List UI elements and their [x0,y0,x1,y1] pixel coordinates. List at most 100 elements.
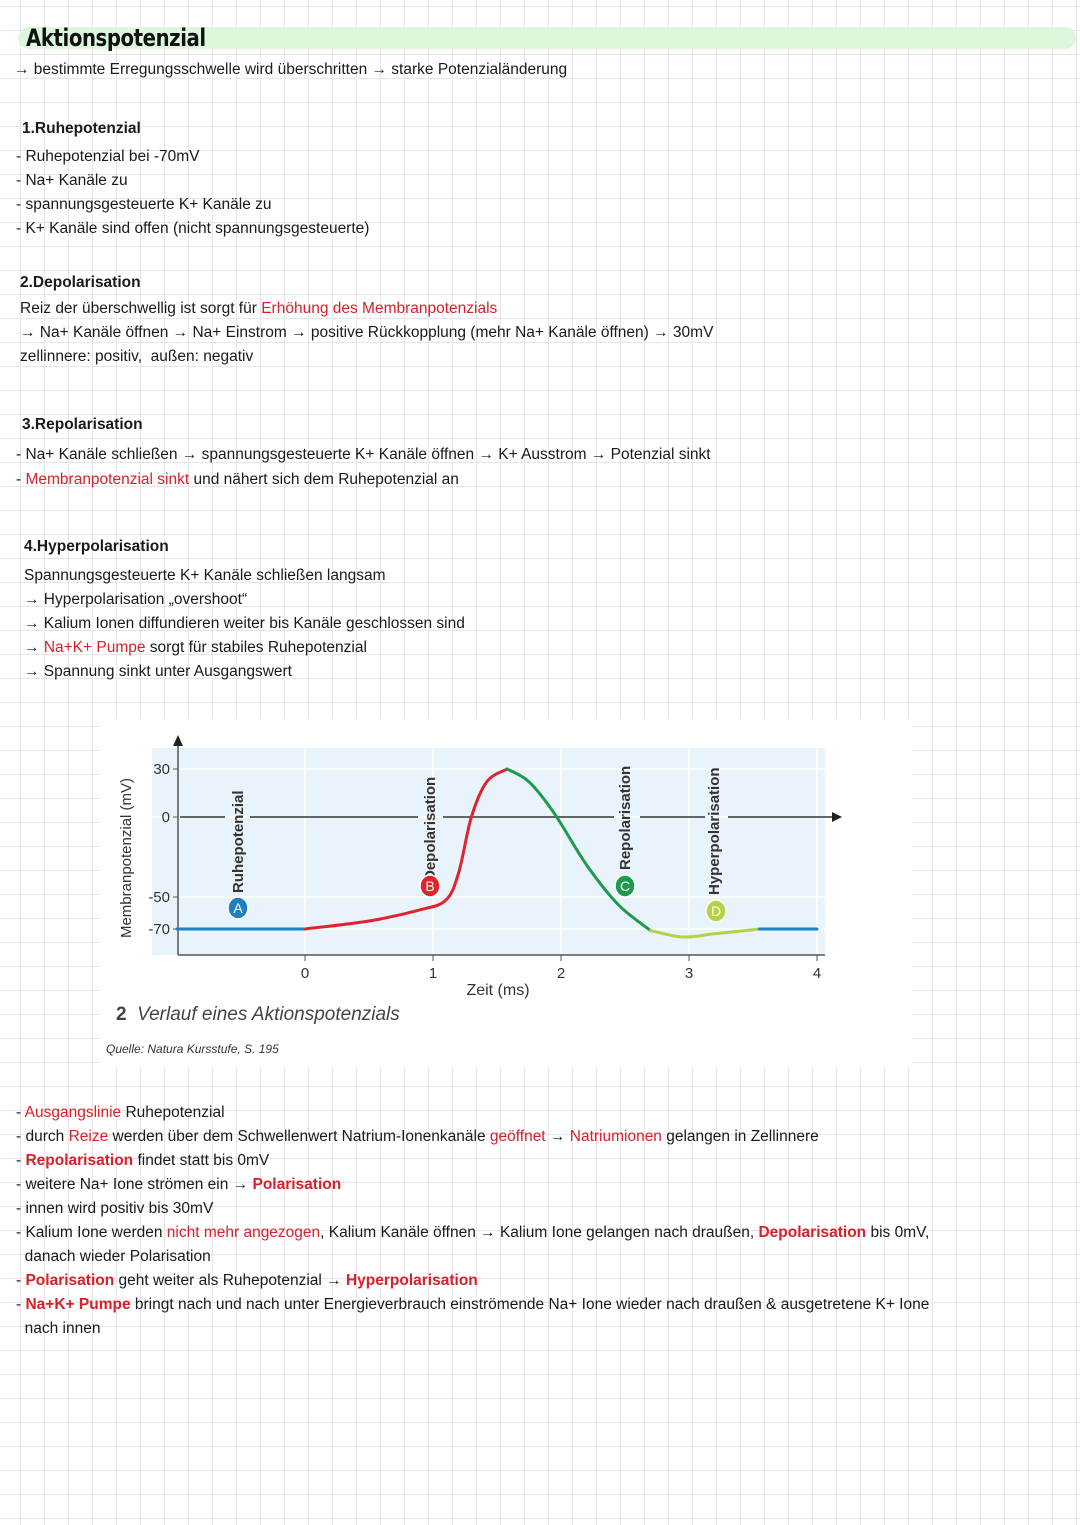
y-tick-label: 30 [153,761,170,778]
text-segment: - Na+ Kanäle zu [16,172,128,189]
highlighted-text: Ausgangslinie [24,1104,122,1121]
note-line: → Spannung sinkt unter Ausgangswert [24,662,292,682]
caption-text: Verlauf eines Aktionspotenzials [137,1004,400,1025]
summary-line: nach innen [16,1319,101,1339]
summary-line: - Repolarisation findet statt bis 0mV [16,1151,269,1171]
summary-line: - weitere Na+ Ione strömen ein → Polaris… [16,1175,341,1195]
highlighted-text: geöffnet [489,1128,546,1145]
note-line: - Ruhepotenzial bei -70mV [16,147,200,167]
text-segment: → [24,639,44,656]
figure-source: Quelle: Natura Kursstufe, S. 195 [106,1042,279,1056]
note-line: - Na+ Kanäle zu [16,171,128,191]
text-segment: → Hyperpolarisation „overshoot“ [24,591,248,608]
text-segment: geht weiter als Ruhepotenzial → [114,1272,346,1289]
caption-number: 2 [116,1004,127,1025]
x-tick-label: 1 [429,965,437,982]
phase-marker [419,874,441,898]
text-segment: Ruhepotenzial [121,1104,225,1121]
highlighted-text: Polarisation [25,1272,115,1289]
text-segment: Spannungsgesteuerte K+ Kanäle schließen … [24,567,386,584]
x-axis-label: Zeit (ms) [466,982,529,999]
y-axis-label: Membranpotenzial (mV) [118,778,135,938]
action-potential-figure: 0 1 2 3 4 30 0 -50 -70 Zeit (ms) Membranpotenzial … [100,718,912,1068]
text-segment: - K+ Kanäle sind offen (nicht spannungsg… [16,220,370,237]
highlighted-text: nicht mehr angezogen [166,1224,321,1241]
highlighted-text: Reize [68,1128,109,1145]
page-title: Aktionspotenzial [26,24,206,52]
text-segment: - [16,1272,26,1289]
title-highlight [18,27,1076,49]
text-segment: bis 0mV, [866,1224,930,1241]
note-line: → Na+ Kanäle öffnen → Na+ Einstrom → pos… [20,323,713,343]
section-heading: 4.Hyperpolarisation [24,538,169,555]
text-segment: danach wieder Polarisation [16,1248,211,1265]
highlighted-text: Repolarisation [25,1152,134,1169]
text-segment: werden über dem Schwellenwert Natrium-Io… [108,1128,490,1145]
summary-line: danach wieder Polarisation [16,1247,211,1267]
text-segment: → Na+ Kanäle öffnen → Na+ Einstrom → pos… [20,324,714,341]
summary-line: - Kalium Ione werden nicht mehr angezoge… [16,1223,929,1243]
highlighted-text: Erhöhung des Membranpotenzials [261,300,498,317]
x-tick-label: 0 [301,965,309,982]
summary-line: - Na+K+ Pumpe bringt nach und nach unter… [16,1295,929,1315]
text-segment: - [16,471,26,488]
summary-line: - Polarisation geht weiter als Ruhepoten… [16,1271,478,1291]
action-potential-chart: 0 1 2 3 4 30 0 -50 -70 Zeit (ms) Membranpotenzial … [118,735,842,999]
note-line: → Na+K+ Pumpe sorgt für stabiles Ruhepot… [24,638,367,658]
x-arrow-icon [832,812,842,822]
curve-depol [303,767,509,931]
highlighted-text: Hyperpolarisation [345,1272,478,1289]
note-line: - Membranpotenzial sinkt und nähert sich… [16,470,459,490]
phase-label: Repolarisation [617,766,634,870]
text-segment: , Kalium Kanäle öffnen → Kalium Ione gel… [320,1224,759,1241]
highlighted-text: Na+K+ Pumpe [43,639,146,656]
note-line: - Na+ Kanäle schließen → spannungsgesteu… [16,445,711,465]
phase-marker [614,874,636,898]
phase-marker-letter: C [620,878,630,894]
highlighted-text: Depolarisation [758,1224,867,1241]
text-segment: nach innen [16,1320,101,1337]
phase-marker-letter: A [233,900,243,916]
phase-label: Ruhepotenzial [230,790,247,893]
section-heading: 3.Repolarisation [22,416,143,433]
phase-marker [227,896,249,920]
text-segment: - Na+ Kanäle schließen → spannungsgesteu… [16,446,711,463]
highlighted-text: Na+K+ Pumpe [25,1296,131,1313]
note-line: → Kalium Ionen diffundieren weiter bis K… [24,614,465,634]
phase-marker [705,899,727,923]
note-line: zellinnere: positiv, außen: negativ [20,347,253,367]
text-segment: - durch [16,1128,69,1145]
highlighted-text: Membranpotenzial sinkt [25,471,190,488]
highlighted-text: Polarisation [252,1176,342,1193]
note-line: Reiz der überschwellig ist sorgt für Erh… [20,299,497,319]
highlighted-text: Natriumionen [569,1128,662,1145]
summary-line: - innen wird positiv bis 30mV [16,1199,213,1219]
text-segment: - spannungsgesteuerte K+ Kanäle zu [16,196,272,213]
text-segment: → bestimmte Erregungsschwelle wird übers… [14,61,568,78]
phase-marker-letter: B [425,878,434,894]
text-segment: findet statt bis 0mV [133,1152,270,1169]
note-line: - K+ Kanäle sind offen (nicht spannungsg… [16,219,369,239]
phase-label: Depolarisation [422,777,439,881]
note-line: → Hyperpolarisation „overshoot“ [24,590,247,610]
text-segment: → Spannung sinkt unter Ausgangswert [24,663,292,680]
text-segment: zellinnere: positiv, außen: negativ [20,348,254,365]
text-segment: bringt nach und nach unter Energieverbra… [130,1296,930,1313]
section-heading: 1.Ruhepotenzial [22,120,141,137]
section-heading: 2.Depolarisation [20,274,141,291]
text-segment: gelangen in Zellinnere [661,1128,819,1145]
figure-caption: 2 Verlauf eines Aktionspotenzials [116,1004,400,1026]
note-line: Spannungsgesteuerte K+ Kanäle schließen … [24,566,385,586]
text-segment: Reiz der überschwellig ist sorgt für [20,300,262,317]
text-segment: und nähert sich dem Ruhepotenzial an [189,471,459,488]
text-segment: - [16,1104,25,1121]
summary-line: - Ausgangslinie Ruhepotenzial [16,1103,225,1123]
text-segment: → Kalium Ionen diffundieren weiter bis K… [24,615,465,632]
summary-line: - durch Reize werden über dem Schwellenw… [16,1127,819,1147]
y-tick-label: -70 [148,921,170,938]
note-line: - spannungsgesteuerte K+ Kanäle zu [16,195,272,215]
y-tick-label: -50 [148,889,170,906]
text-segment: - weitere Na+ Ione strömen ein → [16,1176,253,1193]
text-segment: - Ruhepotenzial bei -70mV [16,148,200,165]
text-segment: → [545,1128,570,1145]
